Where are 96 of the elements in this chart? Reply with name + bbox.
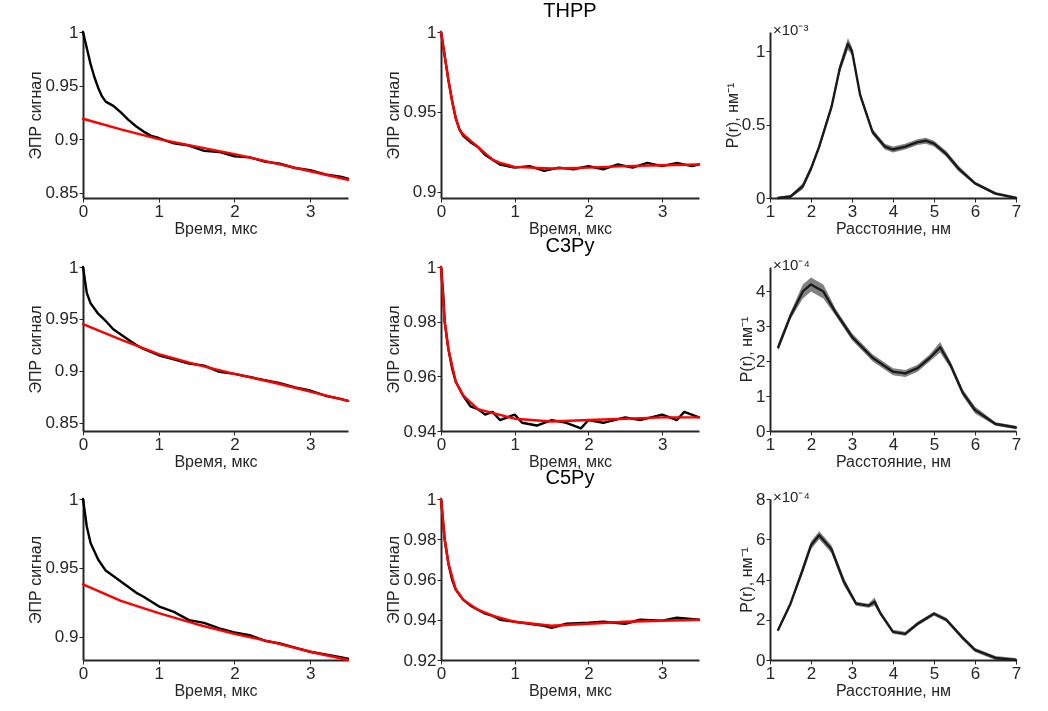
y-tick-label: 0.98	[403, 312, 437, 332]
y-axis-title: ЭПР сигнал	[385, 536, 403, 624]
annotation: ×10⁻⁴	[773, 256, 810, 273]
x-tick-label: 3	[305, 663, 316, 683]
y-tick-label: 0	[756, 188, 766, 208]
x-tick-label: 2	[584, 201, 594, 221]
x-tick-label: 4	[888, 663, 899, 683]
x-tick-label: 2	[230, 663, 240, 683]
y-tick-label: 0	[756, 650, 766, 670]
x-axis-title: Время, мкс	[528, 219, 613, 237]
y-tick-label: 1	[69, 257, 79, 277]
x-tick-label: 3	[847, 663, 858, 683]
x-tick-label: 5	[929, 201, 940, 221]
x-tick-label: 4	[888, 434, 899, 454]
y-tick-label: 1	[756, 41, 766, 61]
x-tick-label: 1	[154, 663, 164, 683]
y-axis-title: P(r), нм⁻¹	[738, 316, 756, 383]
y-tick-label: 0.95	[45, 309, 79, 329]
x-tick-label: 3	[847, 434, 858, 454]
annotation: ×10⁻³	[773, 21, 809, 38]
y-axis-title: P(r), нм⁻¹	[723, 82, 741, 149]
y-tick-label: 0.9	[54, 627, 79, 647]
x-tick-label: 5	[929, 663, 940, 683]
x-tick-label: 2	[230, 201, 240, 221]
x-tick-label: 2	[806, 201, 817, 221]
x-tick-label: 2	[806, 434, 817, 454]
y-tick-label: 0.95	[45, 558, 79, 578]
line-series	[81, 117, 350, 181]
x-axis-title: Время, мкс	[174, 219, 258, 237]
x-tick-label: 3	[657, 201, 668, 221]
y-tick-label: 1	[427, 257, 437, 277]
y-axis-title: ЭПР сигнал	[27, 305, 45, 394]
y-tick-label: 1	[427, 489, 437, 509]
x-tick-label: 7	[1011, 201, 1022, 221]
x-tick-label: 7	[1011, 434, 1022, 454]
x-tick-label: 6	[970, 663, 981, 683]
x-tick-label: 1	[510, 663, 520, 683]
y-tick-label: 1	[756, 386, 766, 406]
y-tick-label: 0.94	[403, 610, 437, 630]
y-tick-label: 4	[756, 570, 766, 589]
y-tick-label: 0.9	[412, 182, 437, 202]
x-tick-label: 1	[510, 434, 520, 454]
line-series	[81, 322, 350, 403]
y-tick-label: 0.94	[403, 421, 437, 441]
y-tick-label: 6	[756, 529, 766, 549]
y-tick-label: 4	[756, 281, 766, 301]
x-tick-label: 5	[929, 434, 940, 454]
y-tick-label: 2	[756, 351, 766, 371]
y-tick-label: 0.96	[403, 366, 437, 386]
y-axis-title: ЭПР сигнал	[385, 71, 403, 160]
y-tick-label: 0.5	[741, 115, 766, 135]
y-axis-title: ЭПР сигнал	[27, 536, 45, 624]
y-tick-label: 0	[756, 421, 766, 441]
y-axis-title: P(r), нм⁻¹	[738, 547, 756, 613]
y-tick-label: 1	[69, 22, 79, 42]
y-tick-label: 3	[756, 316, 766, 336]
x-tick-label: 2	[584, 663, 594, 683]
x-tick-label: 6	[970, 201, 981, 221]
y-tick-label: 0.96	[403, 570, 437, 589]
x-tick-label: 3	[305, 434, 316, 454]
x-tick-label: 1	[154, 201, 164, 221]
x-tick-label: 3	[305, 201, 316, 221]
y-tick-label: 0.9	[54, 361, 79, 381]
y-tick-label: 0.85	[45, 183, 79, 203]
y-tick-label: 0.92	[403, 650, 437, 670]
x-tick-label: 3	[657, 434, 668, 454]
x-tick-label: 6	[970, 434, 981, 454]
chart-title: THPP	[543, 0, 597, 21]
x-tick-label: 2	[230, 434, 240, 454]
y-axis-title: ЭПР сигнал	[385, 305, 403, 394]
x-tick-label: 2	[584, 434, 594, 454]
annotation: ×10⁻⁴	[773, 488, 810, 505]
x-axis-title: Время, мкс	[174, 681, 258, 699]
x-tick-label: 2	[806, 663, 817, 683]
x-tick-label: 4	[888, 201, 899, 221]
y-axis-title: ЭПР сигнал	[27, 71, 45, 160]
y-tick-label: 0.95	[45, 76, 79, 96]
y-tick-label: 8	[756, 489, 766, 509]
x-tick-label: 1	[154, 434, 164, 454]
x-axis-title: Расстояние, нм	[835, 219, 952, 237]
y-tick-label: 0.85	[45, 413, 79, 433]
x-tick-label: 1	[510, 201, 520, 221]
line-series	[81, 30, 350, 180]
x-tick-label: 7	[1011, 663, 1022, 683]
x-tick-label: 3	[657, 663, 668, 683]
x-axis-title: Расстояние, нм	[835, 452, 952, 470]
x-axis-title: Время, мкс	[174, 452, 258, 470]
x-axis-title: Расстояние, нм	[835, 681, 952, 699]
y-tick-label: 0.98	[403, 529, 437, 549]
y-tick-label: 0.95	[403, 102, 437, 122]
x-tick-label: 3	[847, 201, 858, 221]
y-tick-label: 2	[756, 610, 766, 630]
y-tick-label: 0.9	[54, 129, 79, 149]
y-tick-label: 1	[427, 22, 437, 42]
y-tick-label: 1	[69, 489, 79, 509]
x-axis-title: Время, мкс	[528, 681, 613, 699]
